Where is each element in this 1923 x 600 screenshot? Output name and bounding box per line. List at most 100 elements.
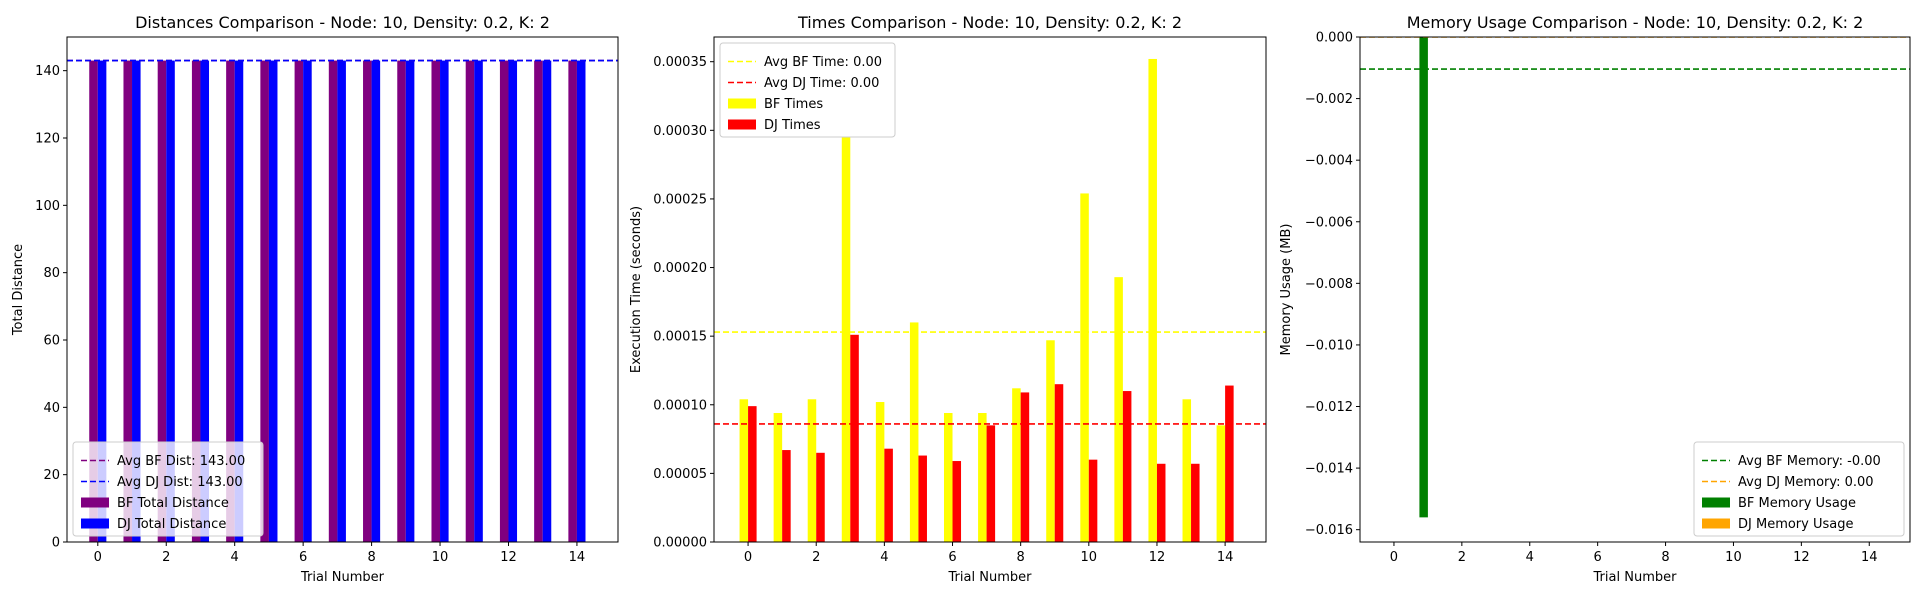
legend-label-3: DJ Memory Usage	[1738, 517, 1853, 532]
y-tick-label-5: −0.010	[1305, 338, 1353, 353]
legend-patch-swatch-3	[1702, 518, 1730, 529]
legend-label-3: DJ Times	[764, 118, 821, 133]
bar-dj-8	[371, 60, 381, 542]
plot-area	[1360, 37, 1910, 518]
x-tick-label-2: 4	[1526, 550, 1534, 565]
y-axis-label: Memory Usage (MB)	[1279, 224, 1294, 356]
x-axis-label: Trial Number	[1593, 570, 1678, 585]
x-tick-label-0: 0	[1390, 550, 1398, 565]
bar-dj-11	[474, 60, 483, 542]
bar-bf-6	[944, 413, 953, 542]
legend-patch-swatch-2	[728, 98, 756, 109]
x-tick-label-7: 14	[1861, 550, 1878, 565]
x-tick-label-6: 12	[1149, 550, 1166, 565]
x-tick-label-4: 8	[1661, 550, 1669, 565]
y-tick-label-1: 20	[43, 468, 60, 483]
y-tick-label-7: 0.00035	[653, 55, 707, 70]
bar-bf-0	[89, 60, 98, 542]
legend-label-1: Avg DJ Memory: 0.00	[1738, 475, 1874, 490]
x-tick-label-4: 8	[1017, 550, 1025, 565]
legend: Avg BF Dist: 143.00 Avg DJ Dist: 143.00 BF…	[72, 441, 264, 537]
bar-dj-2	[166, 60, 175, 542]
x-axis-label: Trial Number	[948, 570, 1033, 585]
bar-bf-11	[465, 60, 475, 542]
legend: Avg BF Memory: -0.00 Avg DJ Memory: 0.00 B…	[1693, 441, 1905, 537]
bar-bf-5	[909, 322, 919, 542]
bar-bf-1	[773, 413, 783, 542]
y-tick-label-4: −0.008	[1305, 277, 1353, 292]
x-tick-label-6: 12	[500, 550, 517, 565]
bar-bf-10	[431, 60, 441, 542]
legend-patch-swatch-2	[1702, 497, 1730, 508]
bar-dj-10	[1088, 459, 1098, 542]
bar-dj-14	[1225, 385, 1234, 542]
bar-bf-11	[1114, 277, 1123, 542]
bar-bf-9	[397, 60, 406, 542]
bar-bf-8	[1012, 388, 1021, 542]
bar-bf-4	[226, 60, 235, 542]
x-tick-label-3: 6	[299, 550, 307, 565]
y-tick-label-0: 0	[52, 536, 60, 551]
y-tick-label-4: 0.00020	[653, 261, 707, 276]
y-tick-label-3: −0.006	[1305, 215, 1353, 230]
legend-patch-swatch-3	[728, 119, 756, 130]
x-tick-label-3: 6	[948, 550, 956, 565]
y-tick-label-0: 0.000	[1316, 31, 1353, 46]
bar-dj-11	[1122, 391, 1132, 542]
x-axis-label: Trial Number	[300, 570, 385, 585]
legend-label-1: Avg DJ Dist: 143.00	[117, 475, 243, 490]
y-tick-label-7: 140	[35, 64, 60, 79]
plot-area	[67, 59, 618, 542]
x-tick-label-1: 2	[162, 550, 170, 565]
bar-dj-5	[268, 60, 278, 542]
bar-bf-7	[328, 60, 338, 542]
x-tick-label-0: 0	[744, 550, 752, 565]
bar-dj-1	[132, 60, 141, 542]
bar-bf-10	[1080, 193, 1089, 542]
chart-panel-1: 0 2 4 6 8 10 12 14 0.00000 0.00005 0.00010 0.00015 0…	[629, 13, 1267, 585]
bar-bf-9	[1046, 340, 1055, 542]
legend-label-2: BF Times	[764, 97, 823, 112]
x-tick-label-5: 10	[1081, 550, 1098, 565]
legend-box	[719, 42, 896, 138]
bar-bf-3	[841, 137, 851, 542]
bar-dj-13	[1191, 463, 1200, 542]
x-tick-label-5: 10	[1725, 550, 1742, 565]
x-tick-label-7: 14	[569, 550, 586, 565]
bar-bf-3	[191, 60, 201, 542]
y-tick-label-0: 0.00000	[653, 536, 707, 551]
x-tick-label-5: 10	[432, 550, 449, 565]
legend-label-2: BF Total Distance	[117, 496, 229, 511]
bar-bf-13	[534, 60, 543, 542]
y-tick-label-2: 40	[43, 401, 60, 416]
x-tick-label-1: 2	[812, 550, 820, 565]
y-tick-label-6: 0.00030	[653, 124, 707, 139]
x-tick-label-7: 14	[1217, 550, 1234, 565]
y-tick-label-5: 0.00025	[653, 192, 707, 207]
y-tick-label-1: −0.002	[1305, 92, 1353, 107]
bar-bf-1	[123, 60, 133, 542]
x-tick-label-1: 2	[1458, 550, 1466, 565]
bar-dj-8	[1020, 392, 1030, 542]
x-tick-label-0: 0	[94, 550, 102, 565]
bar-bf-14	[1216, 425, 1226, 542]
bar-bf-1	[1419, 37, 1428, 518]
legend-label-1: Avg DJ Time: 0.00	[764, 76, 879, 91]
bar-bf-14	[568, 60, 577, 542]
bar-dj-2	[816, 452, 825, 542]
bar-dj-6	[303, 60, 312, 542]
legend-patch-swatch-3	[81, 518, 109, 529]
legend-label-0: Avg BF Memory: -0.00	[1738, 454, 1881, 469]
bar-dj-12	[1156, 463, 1166, 542]
legend-box	[1693, 441, 1905, 537]
y-tick-label-3: 60	[43, 334, 60, 349]
bar-dj-13	[542, 60, 552, 542]
bar-dj-4	[884, 448, 893, 542]
y-axis-label: Total Distance	[11, 244, 26, 336]
bar-bf-2	[807, 399, 817, 542]
chart-title: Distances Comparison - Node: 10, Density…	[135, 13, 550, 32]
y-tick-label-2: −0.004	[1305, 154, 1353, 169]
bar-dj-4	[234, 60, 244, 542]
